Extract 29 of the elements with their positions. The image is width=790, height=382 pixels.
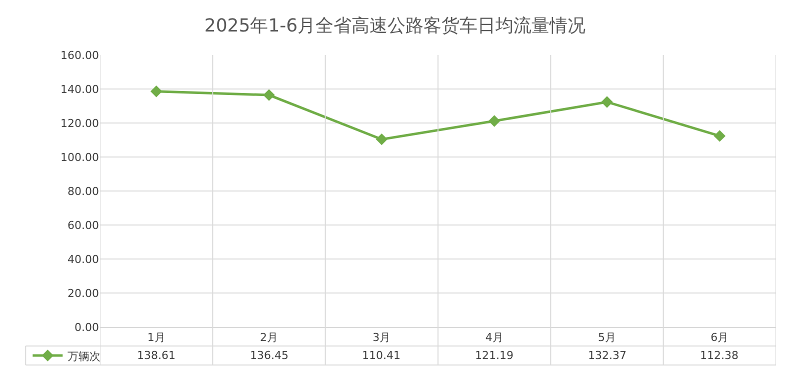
x-tick-label: 5月 — [598, 331, 616, 344]
data-label: 132.37 — [588, 349, 626, 362]
data-label: 121.19 — [475, 349, 514, 362]
data-label: 110.41 — [362, 349, 400, 362]
data-label: 136.45 — [250, 349, 288, 362]
x-tick-label: 4月 — [485, 331, 504, 344]
y-tick-label: 100.00 — [60, 150, 99, 164]
y-tick-label: 60.00 — [68, 218, 99, 232]
y-tick-label: 20.00 — [68, 286, 99, 300]
y-tick-label: 80.00 — [68, 184, 99, 198]
y-tick-label: 40.00 — [68, 252, 99, 266]
x-tick-label: 6月 — [710, 331, 729, 344]
legend-label: 万辆次 — [68, 350, 101, 363]
point — [263, 89, 275, 101]
point — [601, 96, 613, 108]
y-tick-label: 0.00 — [74, 320, 99, 334]
y-tick-label: 140.00 — [60, 82, 99, 96]
y-tick-label: 160.00 — [60, 48, 99, 62]
point — [376, 133, 388, 146]
chart-title: 2025年1-6月全省高速公路客货车日均流量情况 — [204, 16, 586, 37]
x-tick-label: 1月 — [147, 331, 166, 344]
point — [714, 130, 726, 142]
data-label: 112.38 — [700, 349, 738, 362]
x-tick-label: 3月 — [372, 331, 391, 344]
point — [150, 86, 162, 98]
y-tick-label: 120.00 — [60, 116, 99, 130]
point — [488, 115, 500, 127]
data-label: 138.61 — [137, 349, 176, 362]
x-tick-label: 2月 — [260, 331, 278, 344]
